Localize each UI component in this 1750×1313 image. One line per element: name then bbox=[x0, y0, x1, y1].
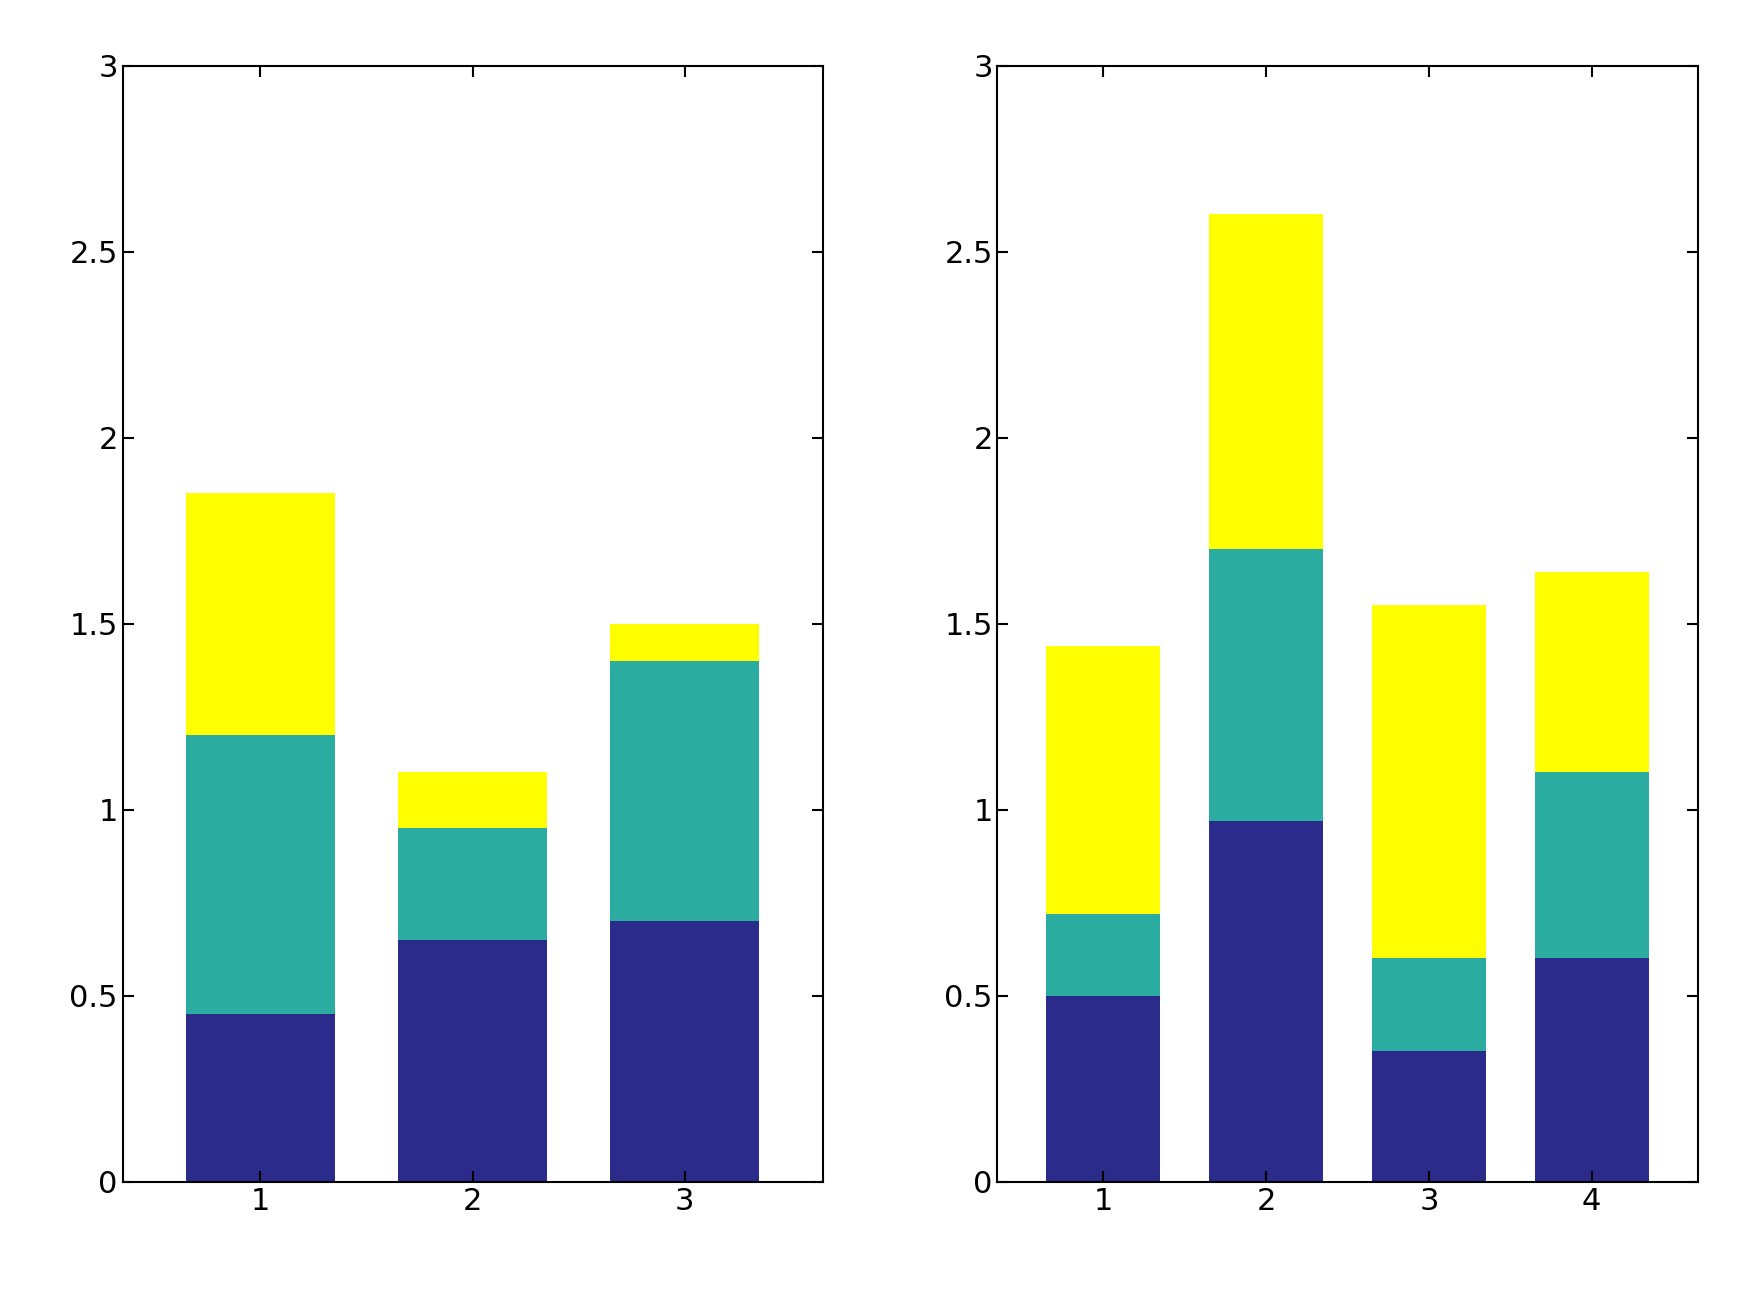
Bar bbox=[1209, 821, 1323, 1182]
Bar bbox=[1046, 646, 1160, 914]
Bar bbox=[1209, 214, 1323, 549]
Bar bbox=[611, 660, 760, 922]
Bar bbox=[1372, 605, 1486, 958]
Bar bbox=[611, 922, 760, 1182]
Bar bbox=[399, 772, 546, 829]
Bar bbox=[1535, 571, 1648, 772]
Bar bbox=[186, 735, 334, 1014]
Bar bbox=[1372, 958, 1486, 1052]
Bar bbox=[1535, 772, 1648, 958]
Bar bbox=[1046, 995, 1160, 1182]
Bar bbox=[1209, 549, 1323, 821]
Bar bbox=[399, 940, 546, 1182]
Bar bbox=[1046, 914, 1160, 995]
Bar bbox=[186, 1014, 334, 1182]
Bar bbox=[611, 624, 760, 660]
Bar bbox=[399, 829, 546, 940]
Bar bbox=[1535, 958, 1648, 1182]
Bar bbox=[186, 494, 334, 735]
Bar bbox=[1372, 1052, 1486, 1182]
